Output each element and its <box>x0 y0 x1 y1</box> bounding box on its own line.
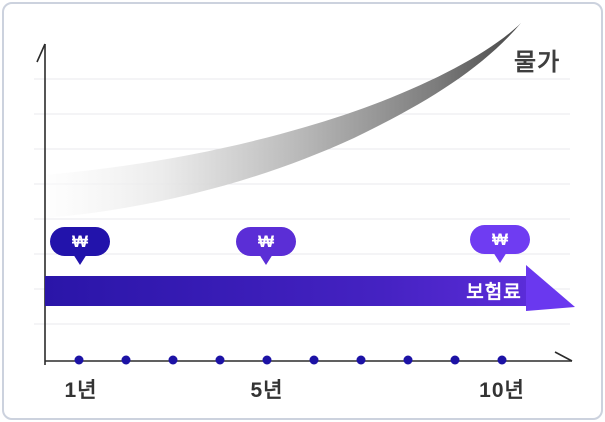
x-tick-5year: 5년 <box>250 379 284 402</box>
x-tick-10year: 10년 <box>479 379 525 402</box>
price-curve-label: 물가 <box>514 49 561 76</box>
price-curve <box>44 23 521 218</box>
won-icon: ₩ <box>257 231 275 251</box>
timeline-dot <box>215 355 225 365</box>
premium-bubble-year1: ₩ <box>50 227 110 256</box>
timeline-dot <box>168 355 178 365</box>
timeline-dot <box>356 355 366 365</box>
premium-arrow-band <box>45 265 575 311</box>
premium-bubble-year5: ₩ <box>236 227 296 256</box>
won-icon: ₩ <box>71 231 89 251</box>
timeline-dot <box>74 355 84 365</box>
x-tick-1year: 1년 <box>64 379 98 402</box>
chart-canvas <box>34 23 575 365</box>
timeline-dot <box>450 355 460 365</box>
premium-bubble-year10: ₩ <box>470 225 530 254</box>
timeline-dot <box>403 355 413 365</box>
premium-arrow-label: 보험료 <box>466 282 522 303</box>
axes <box>36 43 573 365</box>
timeline-dot <box>309 355 319 365</box>
timeline-dots <box>74 355 507 365</box>
timeline-dot <box>121 355 131 365</box>
won-icon: ₩ <box>491 229 509 249</box>
timeline-dot <box>497 355 507 365</box>
timeline-dot <box>262 355 272 365</box>
